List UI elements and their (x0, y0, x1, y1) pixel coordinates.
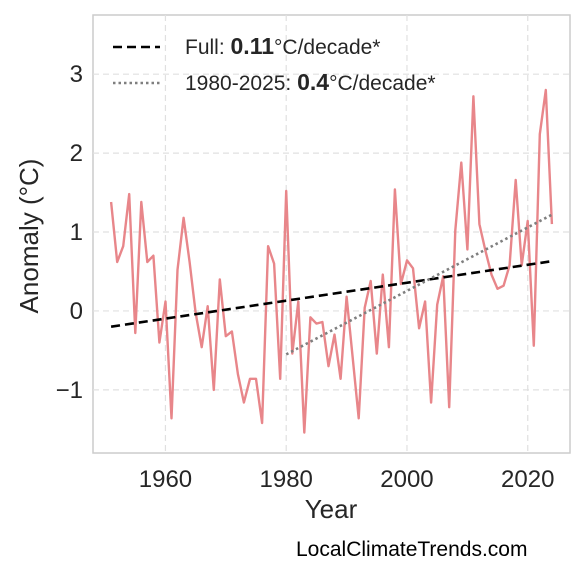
series-layer (109, 88, 554, 434)
legend: Full: 0.11°C/decade* 1980-2025: 0.4°C/dec… (113, 33, 436, 95)
x-tick-label: 1960 (139, 466, 192, 493)
x-axis-label: Year (305, 494, 358, 524)
annual-anomaly-line (109, 88, 554, 434)
x-tick-label: 2020 (501, 466, 554, 493)
legend-label: 1980-2025: 0.4°C/decade* (185, 69, 436, 95)
y-tick-label: 3 (70, 61, 83, 88)
x-tick-labels: 1960 1980 2000 2020 (139, 466, 555, 493)
watermark: LocalClimateTrends.com (296, 538, 528, 561)
grid-lines (93, 15, 570, 453)
full-trend-line (110, 259, 553, 328)
recent-trend-line (285, 213, 553, 356)
y-axis-label: Anomaly (°C) (14, 159, 44, 314)
y-tick-labels: 3 2 1 0 −1 (56, 61, 83, 404)
x-tick-label: 1980 (260, 466, 313, 493)
x-tick-label: 2000 (380, 466, 433, 493)
y-tick-label: −1 (56, 377, 83, 404)
y-tick-label: 2 (70, 140, 83, 167)
y-tick-label: 1 (70, 219, 83, 246)
legend-label: Full: 0.11°C/decade* (185, 33, 380, 59)
y-tick-label: 0 (70, 298, 83, 325)
